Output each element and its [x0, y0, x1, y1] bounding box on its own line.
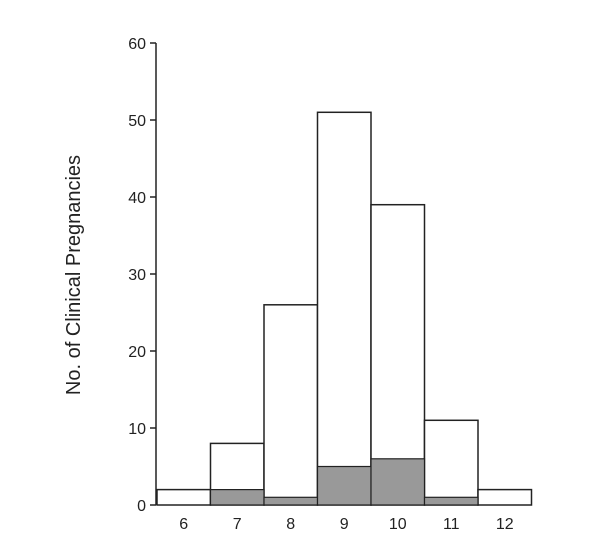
y-tick-label-0: 0: [137, 498, 146, 515]
y-tick-label-10: 10: [128, 421, 146, 438]
bar-shaded-7: [209, 489, 265, 506]
x-tick-label-9: 9: [340, 516, 349, 533]
bar-total-9: [316, 111, 372, 506]
x-tick-label-8: 8: [286, 516, 295, 533]
x-tick-label-10: 10: [389, 516, 407, 533]
y-tick-label-50: 50: [128, 113, 146, 130]
x-tick-label-7: 7: [233, 516, 242, 533]
bar-total-6: [156, 488, 212, 506]
x-tick-label-12: 12: [496, 516, 514, 533]
x-axis: 6 7 8 9 10 11 12: [179, 516, 513, 533]
bar-shaded-11: [423, 496, 479, 506]
bar-total-11: [423, 419, 479, 506]
bar-total-10: [370, 203, 426, 506]
y-tick-label-20: 20: [128, 344, 146, 361]
bars-shaded-series: [209, 458, 479, 506]
x-tick-label-11: 11: [443, 516, 460, 533]
bar-total-8: [263, 304, 319, 506]
bar-shaded-9: [316, 465, 372, 506]
y-axis-title: No. of Clinical Pregnancies: [63, 155, 85, 395]
bars-total-series: [156, 111, 533, 506]
y-axis: 0 10 20 30 40 50 60: [128, 36, 157, 515]
bar-total-12: [477, 488, 533, 506]
y-tick-label-30: 30: [128, 267, 146, 284]
bar-shaded-8: [263, 496, 319, 506]
y-tick-label-60: 60: [128, 36, 146, 53]
x-tick-label-6: 6: [179, 516, 188, 533]
bar-shaded-10: [370, 458, 426, 506]
y-tick-label-40: 40: [128, 190, 146, 207]
